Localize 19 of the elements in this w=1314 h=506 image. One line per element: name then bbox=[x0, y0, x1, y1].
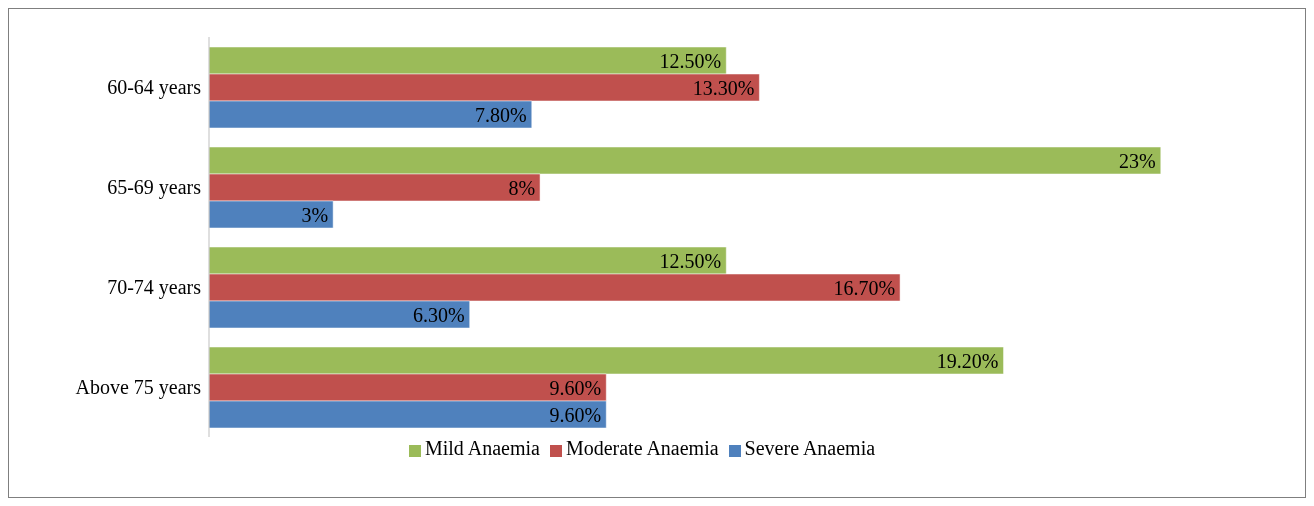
y-tick-label: 60-64 years bbox=[107, 76, 202, 100]
data-label: 7.80% bbox=[475, 103, 527, 126]
legend-label: Severe Anaemia bbox=[744, 437, 876, 459]
data-label: 16.70% bbox=[833, 276, 896, 299]
data-label: 19.20% bbox=[936, 349, 999, 372]
legend-label: Mild Anaemia bbox=[424, 437, 540, 459]
y-tick-label: 65-69 years bbox=[107, 176, 202, 200]
data-label: 12.50% bbox=[659, 49, 722, 72]
data-label: 6.30% bbox=[413, 303, 465, 326]
data-label: 12.50% bbox=[659, 249, 722, 272]
data-label: 8% bbox=[508, 176, 536, 199]
data-label: 3% bbox=[301, 203, 329, 226]
y-tick-label: Above 75 years bbox=[75, 376, 202, 400]
data-label: 9.60% bbox=[549, 376, 602, 399]
y-tick-label: 70-74 years bbox=[107, 276, 202, 300]
data-label: 23% bbox=[1119, 149, 1156, 172]
data-label: 9.60% bbox=[549, 403, 602, 426]
data-label: 13.30% bbox=[692, 76, 755, 99]
legend-label: Moderate Anaemia bbox=[565, 437, 719, 459]
